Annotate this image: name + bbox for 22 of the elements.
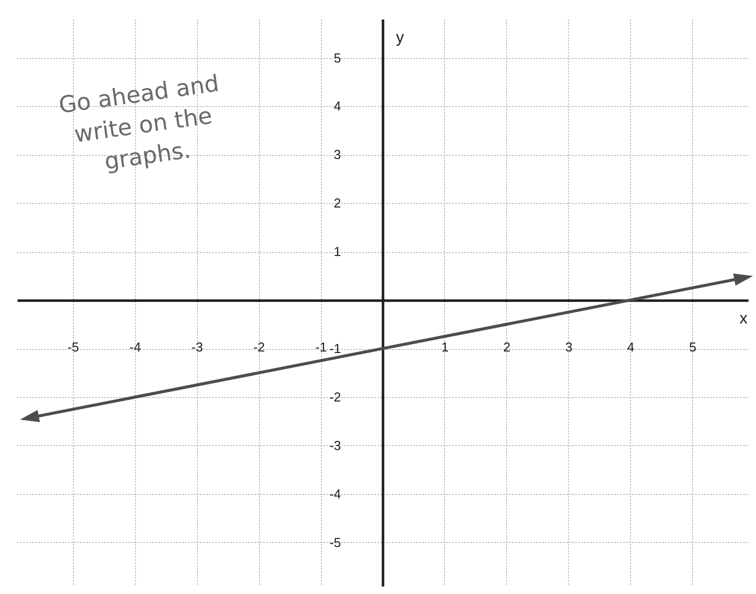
x-tick-label: -3 — [191, 340, 203, 355]
x-tick-label: -4 — [129, 340, 141, 355]
annotation: Go ahead and write on the graphs. — [57, 70, 221, 176]
y-tick-label: -2 — [329, 390, 341, 404]
y-tick-label: 1 — [334, 244, 341, 260]
y-tick-label: 2 — [334, 196, 341, 211]
y-tick-label: -5 — [329, 534, 341, 550]
y-axis-title: y — [396, 30, 404, 46]
x-tick-label: 1 — [441, 340, 449, 355]
x-tick-label: 2 — [503, 340, 511, 355]
x-tick-label: 4 — [627, 340, 634, 355]
y-tick-label: 4 — [334, 98, 341, 114]
y-tick-label: 5 — [334, 50, 341, 66]
x-tick-label: -1 — [315, 340, 327, 355]
x-tick-label: 3 — [565, 340, 572, 355]
y-tick-label: -3 — [329, 438, 341, 453]
y-tick-label: -4 — [329, 486, 341, 502]
x-tick-label: 5 — [689, 340, 696, 355]
y-tick-label: 3 — [334, 147, 341, 162]
x-tick-label: -5 — [67, 340, 80, 355]
x-tick-label: -2 — [253, 340, 265, 355]
x-axis-title: x — [740, 310, 748, 328]
